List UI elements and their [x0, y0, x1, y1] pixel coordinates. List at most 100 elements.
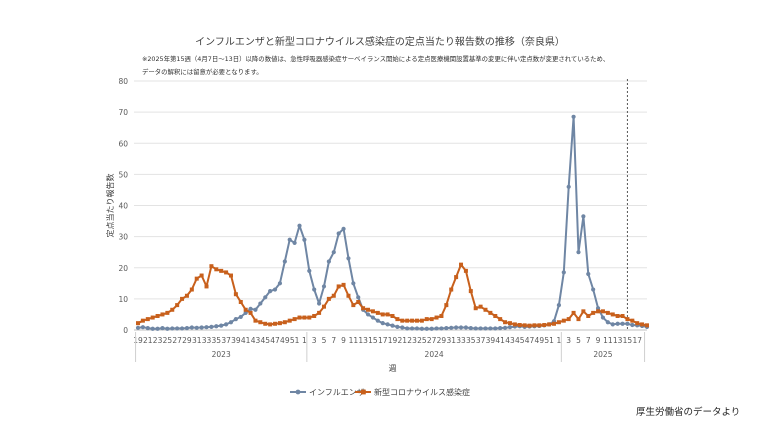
chart-title: インフルエンザと新型コロナウイルス感染症の定点当たり報告数の推移（奈良県） [195, 37, 565, 48]
data-point [341, 282, 346, 287]
y-tick-label: 60 [118, 139, 128, 148]
data-point [522, 323, 527, 328]
data-point [253, 318, 258, 323]
data-point [145, 326, 150, 331]
data-point [556, 320, 561, 325]
data-point [307, 268, 312, 273]
data-point [630, 318, 635, 323]
data-point [429, 326, 434, 331]
data-point [439, 326, 444, 331]
x-tick-label: 49 [280, 336, 290, 345]
x-tick-label: 47 [270, 336, 280, 345]
data-point [165, 326, 170, 331]
data-point [243, 310, 248, 315]
data-point [586, 313, 591, 318]
data-point [268, 322, 273, 327]
x-tick-label: 13 [613, 336, 623, 345]
x-tick-label: 33 [456, 336, 466, 345]
data-point [410, 318, 415, 323]
chart-note-line-1: ※2025年第15週（4月7日～13日）以降の数値は、急性呼吸器感染症サーベイラ… [142, 55, 610, 63]
data-point [380, 312, 385, 317]
x-tick-label: 35 [212, 336, 222, 345]
x-tick-label: 47 [525, 336, 535, 345]
x-tick-label: 21 [398, 336, 408, 345]
x-tick-label: 39 [486, 336, 496, 345]
data-point [444, 303, 449, 308]
data-point [170, 307, 175, 312]
data-point [561, 270, 566, 275]
data-point [307, 315, 312, 320]
x-tick-label: 7 [331, 336, 336, 345]
data-point [366, 307, 371, 312]
data-point [400, 318, 405, 323]
data-point [356, 299, 361, 304]
x-tick-label: 23 [153, 336, 163, 345]
data-point [512, 322, 517, 327]
data-point [209, 264, 214, 269]
data-point [224, 270, 229, 275]
data-point [581, 214, 586, 219]
data-point [454, 325, 459, 330]
data-point [547, 322, 552, 327]
data-point [165, 310, 170, 315]
legend-swatch-marker [295, 389, 301, 395]
data-point [346, 256, 351, 261]
data-point [405, 318, 410, 323]
data-point [361, 306, 366, 311]
data-point [228, 320, 234, 325]
y-axis-label: 定点当たり報告数 [105, 174, 115, 238]
data-point [414, 326, 420, 331]
year-label: 2024 [425, 350, 444, 359]
x-tick-label: 43 [505, 336, 515, 345]
data-point [463, 325, 469, 330]
data-point [214, 267, 219, 272]
data-point [145, 317, 150, 322]
data-point [620, 313, 625, 318]
x-tick-label: 45 [260, 336, 270, 345]
x-tick-label: 13 [358, 336, 368, 345]
data-point [321, 304, 326, 309]
data-point [458, 325, 464, 330]
x-tick-label: 3 [566, 336, 571, 345]
data-point [351, 281, 356, 286]
data-point [640, 322, 645, 327]
data-point [336, 231, 341, 236]
data-point [321, 284, 327, 289]
x-tick-label: 39 [231, 336, 241, 345]
data-point [140, 318, 145, 323]
data-point [390, 323, 395, 328]
data-point [405, 326, 410, 331]
x-tick-label: 45 [515, 336, 525, 345]
x-tick-label: 11 [349, 336, 359, 345]
data-point [175, 326, 180, 331]
year-label: 2023 [212, 350, 231, 359]
data-point [370, 315, 376, 320]
data-point [155, 313, 160, 318]
data-point [449, 325, 454, 330]
x-tick-label: 33 [202, 336, 212, 345]
data-point [576, 250, 581, 255]
x-tick-label: 51 [290, 336, 300, 345]
data-point [507, 321, 512, 326]
data-point [189, 287, 194, 292]
data-point [170, 326, 175, 331]
chart-note: ※2025年第15週（4月7日～13日）以降の数値は、急性呼吸器感染症サーベイラ… [142, 53, 702, 79]
data-point [136, 321, 140, 326]
data-point [473, 326, 478, 331]
data-point [370, 309, 375, 314]
x-tick-label: 9 [341, 336, 346, 345]
y-tick-label: 20 [118, 264, 128, 273]
data-point [317, 310, 322, 315]
data-point [194, 276, 199, 281]
data-point [238, 314, 243, 320]
data-point [571, 114, 576, 119]
series-2 [136, 262, 649, 328]
data-point [488, 310, 493, 315]
data-point [463, 268, 468, 273]
gridlines [134, 80, 647, 331]
data-point [297, 315, 302, 320]
data-point [189, 325, 194, 330]
data-point [596, 309, 601, 314]
data-point [199, 273, 204, 278]
